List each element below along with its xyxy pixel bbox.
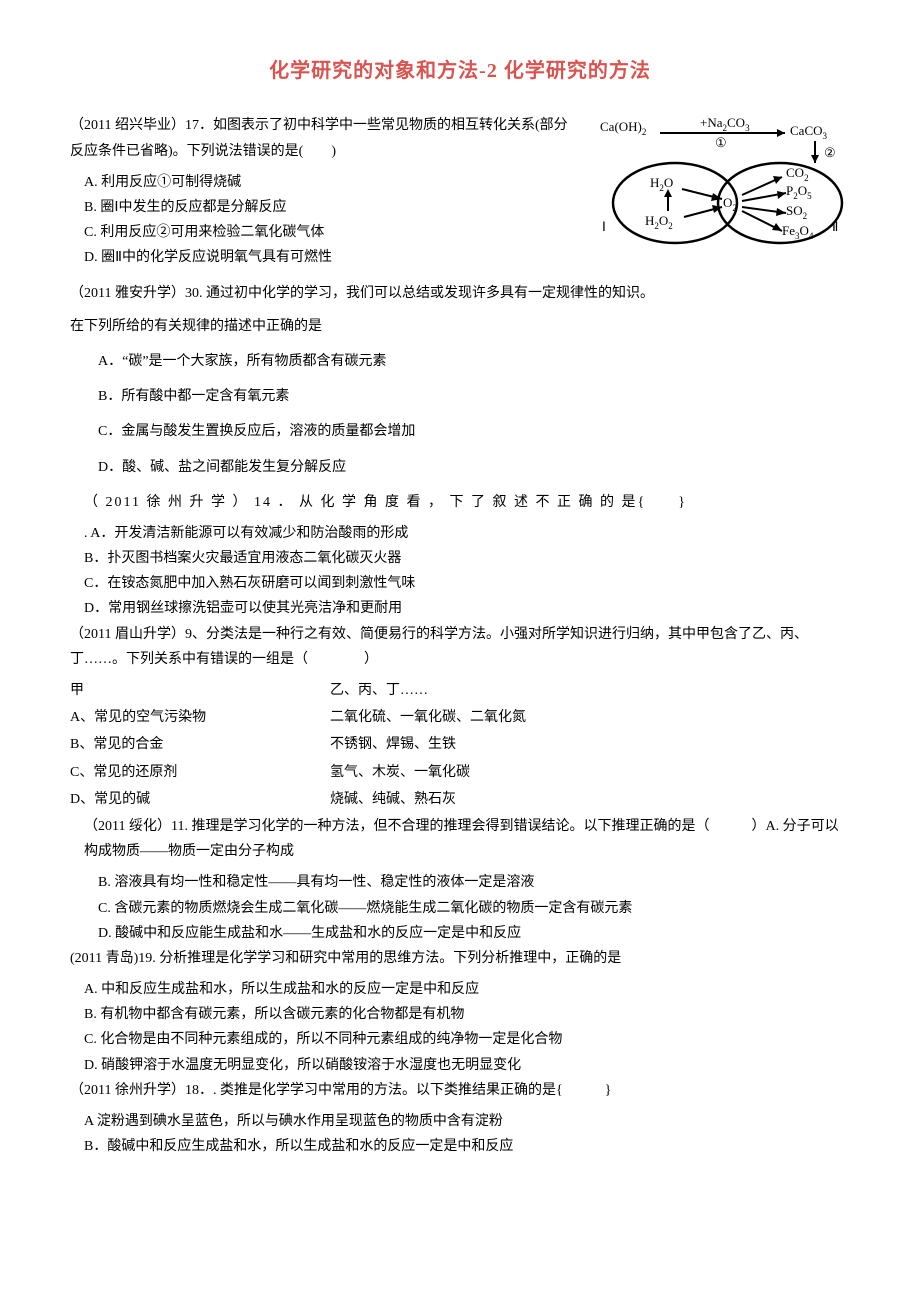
svg-text:Ⅱ: Ⅱ [832, 219, 838, 234]
svg-text:①: ① [715, 135, 727, 150]
q4-d2: 烧碱、纯碱、熟石灰 [330, 787, 850, 812]
q2-opt-b: B．所有酸中都一定含有氧元素 [70, 384, 850, 409]
q2-stem: （2011 雅安升学）30. 通过初中化学的学习，我们可以总结或发现许多具有一定… [70, 281, 850, 306]
svg-text:SO2: SO2 [786, 203, 807, 221]
q4-stem: （2011 眉山升学）9、分类法是一种行之有效、简便易行的科学方法。小强对所学知… [70, 622, 850, 672]
q2-stem2: 在下列所给的有关规律的描述中正确的是 [70, 314, 850, 339]
q6-opt-c: C. 化合物是由不同种元素组成的，所以不同种元素组成的纯净物一定是化合物 [70, 1027, 850, 1052]
svg-text:CaCO3: CaCO3 [790, 123, 828, 141]
q4-hdr2: 乙、丙、丁…… [330, 678, 850, 703]
q6-opt-b: B. 有机物中都含有碳元素，所以含碳元素的化合物都是有机物 [70, 1002, 850, 1027]
q1-diagram: Ca(OH)2 +Na2CO3 ① CaCO3 ② Ⅰ Ⅱ H2O H2O2 O… [590, 113, 850, 262]
q4-b1: B、常见的合金 [70, 732, 330, 757]
svg-text:CO2: CO2 [786, 165, 809, 183]
q4-b2: 不锈钢、焊锡、生铁 [330, 732, 850, 757]
svg-text:Ca(OH)2: Ca(OH)2 [600, 119, 646, 137]
q7-stem: （2011 徐州升学）18．. 类推是化学学习中常用的方法。以下类推结果正确的是… [70, 1078, 850, 1103]
q2-opt-d: D．酸、碱、盐之间都能发生复分解反应 [70, 455, 850, 480]
page-title: 化学研究的对象和方法-2 化学研究的方法 [70, 53, 850, 89]
q3-stem: （ 2011 徐 州 升 学 ） 14 ． 从 化 学 角 度 看 ， 下 了 … [70, 490, 850, 515]
svg-text:Fe3O4: Fe3O4 [782, 223, 814, 241]
q3-opt-d: D．常用钢丝球擦洗铝壶可以使其光亮洁净和更耐用 [70, 596, 850, 621]
svg-text:O2: O2 [723, 195, 737, 213]
svg-text:②: ② [824, 145, 836, 160]
svg-text:H2O2: H2O2 [645, 213, 673, 231]
q6-stem: (2011 青岛)19. 分析推理是化学学习和研究中常用的思维方法。下列分析推理… [70, 946, 850, 971]
q7-opt-a: A 淀粉遇到碘水呈蓝色，所以与碘水作用呈现蓝色的物质中含有淀粉 [70, 1109, 850, 1134]
q6-opt-a: A. 中和反应生成盐和水，所以生成盐和水的反应一定是中和反应 [70, 977, 850, 1002]
svg-text:H2O: H2O [650, 175, 673, 193]
svg-text:Ⅰ: Ⅰ [602, 219, 606, 234]
q6-opt-d: D. 硝酸钾溶于水温度无明显变化，所以硝酸铵溶于水湿度也无明显变化 [70, 1053, 850, 1078]
q4-d1: D、常见的碱 [70, 787, 330, 812]
q5-stem: （2011 绥化）11. 推理是学习化学的一种方法，但不合理的推理会得到错误结论… [70, 814, 850, 864]
q5-opt-c: C. 含碳元素的物质燃烧会生成二氧化碳——燃烧能生成二氧化碳的物质一定含有碳元素 [70, 896, 850, 921]
q7-opt-b: B．酸碱中和反应生成盐和水，所以生成盐和水的反应一定是中和反应 [70, 1134, 850, 1159]
q2-opt-c: C．金属与酸发生置换反应后，溶液的质量都会增加 [70, 419, 850, 444]
q4-c1: C、常见的还原剂 [70, 760, 330, 785]
q2-opt-a: A．“碳”是一个大家族，所有物质都含有碳元素 [70, 349, 850, 374]
svg-text:P2O5: P2O5 [786, 183, 812, 201]
svg-text:+Na2CO3: +Na2CO3 [700, 115, 750, 133]
q4-a2: 二氧化硫、一氧化碳、二氧化氮 [330, 705, 850, 730]
q4-a1: A、常见的空气污染物 [70, 705, 330, 730]
q5-opt-d: D. 酸碱中和反应能生成盐和水——生成盐和水的反应一定是中和反应 [70, 921, 850, 946]
q3-opt-b: B．扑灭图书档案火灾最适宜用液态二氧化碳灭火器 [70, 546, 850, 571]
q3-opt-a: . A．开发清洁新能源可以有效减少和防治酸雨的形成 [70, 521, 850, 546]
q3-opt-c: C．在铵态氮肥中加入熟石灰研磨可以闻到刺激性气味 [70, 571, 850, 596]
q5-opt-b: B. 溶液具有均一性和稳定性——具有均一性、稳定性的液体一定是溶液 [70, 870, 850, 895]
q4-c2: 氢气、木炭、一氧化碳 [330, 760, 850, 785]
q4-hdr1: 甲 [70, 678, 330, 703]
